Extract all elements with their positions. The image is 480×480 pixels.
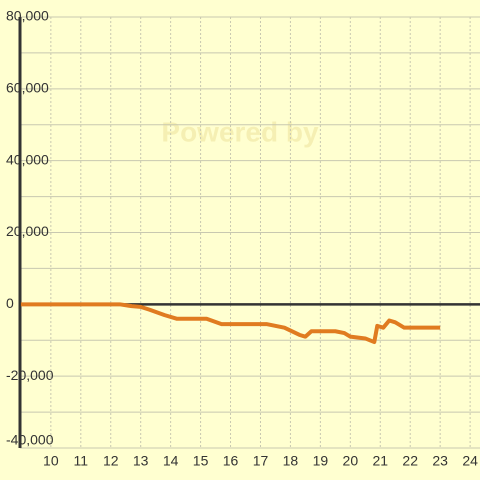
y-tick-label: -40,000: [6, 432, 54, 448]
x-tick-label: 18: [283, 453, 299, 469]
x-tick-label: 12: [103, 453, 119, 469]
x-tick-label: 19: [313, 453, 329, 469]
x-tick-label: 16: [223, 453, 239, 469]
x-tick-label: 22: [402, 453, 418, 469]
x-tick-label: 24: [462, 453, 478, 469]
x-tick-label: 14: [163, 453, 179, 469]
x-tick-label: 21: [372, 453, 388, 469]
watermark: Powered by: [161, 116, 319, 147]
x-tick-label: 10: [43, 453, 59, 469]
x-tick-label: 20: [343, 453, 359, 469]
series-line: [20, 302, 441, 345]
x-tick-label: 15: [193, 453, 209, 469]
x-tick-label: 23: [432, 453, 448, 469]
x-tick-label: 11: [74, 453, 89, 469]
y-tick-label: 40,000: [6, 151, 49, 167]
x-tick-label: 17: [253, 453, 269, 469]
y-tick-label: 80,000: [6, 8, 49, 24]
y-tick-label: 0: [6, 295, 14, 311]
y-tick-label: 20,000: [6, 223, 49, 239]
x-tick-label: 13: [133, 453, 149, 469]
y-tick-label: 60,000: [6, 80, 49, 96]
y-tick-label: -20,000: [6, 367, 54, 383]
